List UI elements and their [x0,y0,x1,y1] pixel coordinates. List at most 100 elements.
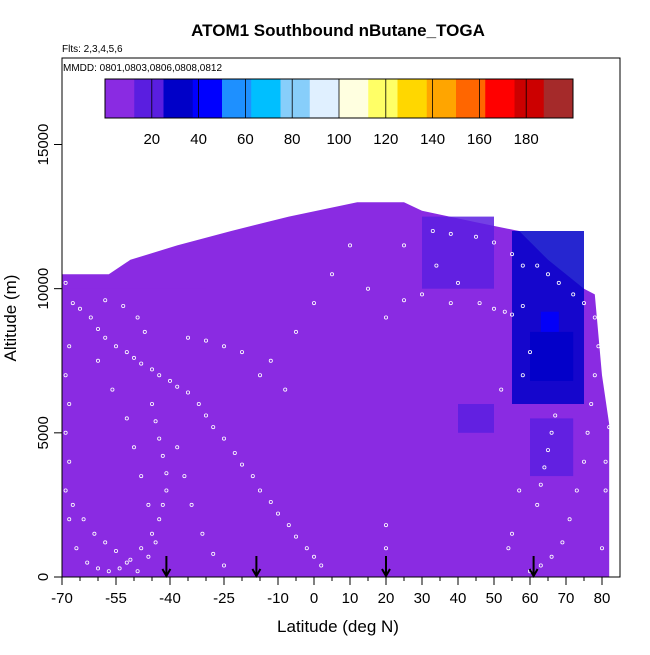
colorbar-tick-label: 80 [284,131,301,148]
sample-point [520,373,525,378]
sample-point [142,329,147,334]
sample-point [509,312,514,317]
sample-point [175,384,180,389]
x-tick-label: 20 [378,590,395,607]
heat-region-south-low-band [62,288,206,577]
sample-point [196,401,201,406]
y-tick-label: 0 [35,573,52,581]
sample-point [365,286,370,291]
sample-point [146,502,151,507]
sample-point [383,546,388,551]
sample-point [85,560,90,565]
x-axis: -70 -55 -40 -25 -10 0 10 20 30 40 50 60 70 80 [51,577,610,607]
sample-point [405,197,410,202]
sample-point [149,401,154,406]
chart-title: ATOM1 Southbound nButane_TOGA [191,21,485,40]
sample-point [491,240,496,245]
x-axis-label: Latitude (deg N) [277,617,399,636]
sample-point [160,453,165,458]
sample-point [149,367,154,372]
sample-point [114,344,119,349]
sample-point [455,280,460,285]
sample-point [182,474,187,479]
sample-point [430,228,435,233]
x-tick-label: 50 [486,590,503,607]
sample-point [203,413,208,418]
sample-point [96,326,101,331]
y-tick-label: 15000 [35,124,52,166]
colorbar-swatch [543,79,574,118]
sample-point [146,554,151,559]
sample-point [293,534,298,539]
sample-point [67,517,72,522]
sample-point [546,448,551,453]
sample-point [70,502,75,507]
sample-point [153,419,158,424]
sample-point [257,373,262,378]
sample-point [139,546,144,551]
sample-point [211,551,216,556]
sample-point [311,301,316,306]
sample-point [135,569,140,574]
sample-point [293,329,298,334]
sample-point [185,335,190,340]
y-tick-label: 5000 [35,416,52,449]
sample-point [509,531,514,536]
colorbar-swatch [280,79,311,118]
colorbar-tick-label: 140 [420,131,445,148]
colorbar-tick-label: 40 [190,131,207,148]
heat-region-north-core-light [540,311,559,332]
sample-point [200,531,205,536]
colorbar-swatch [105,79,135,118]
sample-point [103,335,108,340]
sample-point [131,355,136,360]
sample-point [221,436,226,441]
sample-point [582,301,587,306]
sample-point [153,540,158,545]
sample-point [506,546,511,551]
sample-point [63,280,68,285]
sample-point [67,401,72,406]
sample-point [103,298,108,303]
plot-frame [61,57,621,578]
sample-point [185,390,190,395]
colorbar-swatch [309,79,340,118]
sample-point [164,471,169,476]
x-tick-label: -25 [213,590,235,607]
heat-region-mid-upper-blue [422,216,494,289]
flight-marker-arrow [161,556,172,579]
sample-point [600,546,605,551]
sample-point [517,488,522,493]
sample-point [549,430,554,435]
sample-point [401,298,406,303]
colorbar-swatch [339,79,369,118]
sample-point [603,488,608,493]
flight-marker-arrow [251,556,262,579]
sample-point [603,459,608,464]
sample-point [189,502,194,507]
sample-point [160,502,165,507]
sample-point [257,488,262,493]
sample-point [232,450,237,455]
colorbar-swatch [397,79,428,118]
sample-point [571,292,576,297]
heat-region-mid-layer-blue [458,404,494,433]
sample-point [268,358,273,363]
sample-point [553,413,558,418]
sample-point [139,361,144,366]
sample-point [592,373,597,378]
colorbar: 20 40 60 80 100 120 140 160 180 [104,78,574,148]
x-tick-label: 70 [558,590,575,607]
sample-point [473,234,478,239]
sample-point [538,563,543,568]
sample-point [448,231,453,236]
sample-point [283,387,288,392]
x-tick-label: 30 [414,590,431,607]
sample-point [502,309,507,314]
x-tick-label: 60 [522,590,539,607]
sample-point [268,499,273,504]
colorbar-swatch [456,79,486,118]
sample-point [589,401,594,406]
sample-point [157,436,162,441]
